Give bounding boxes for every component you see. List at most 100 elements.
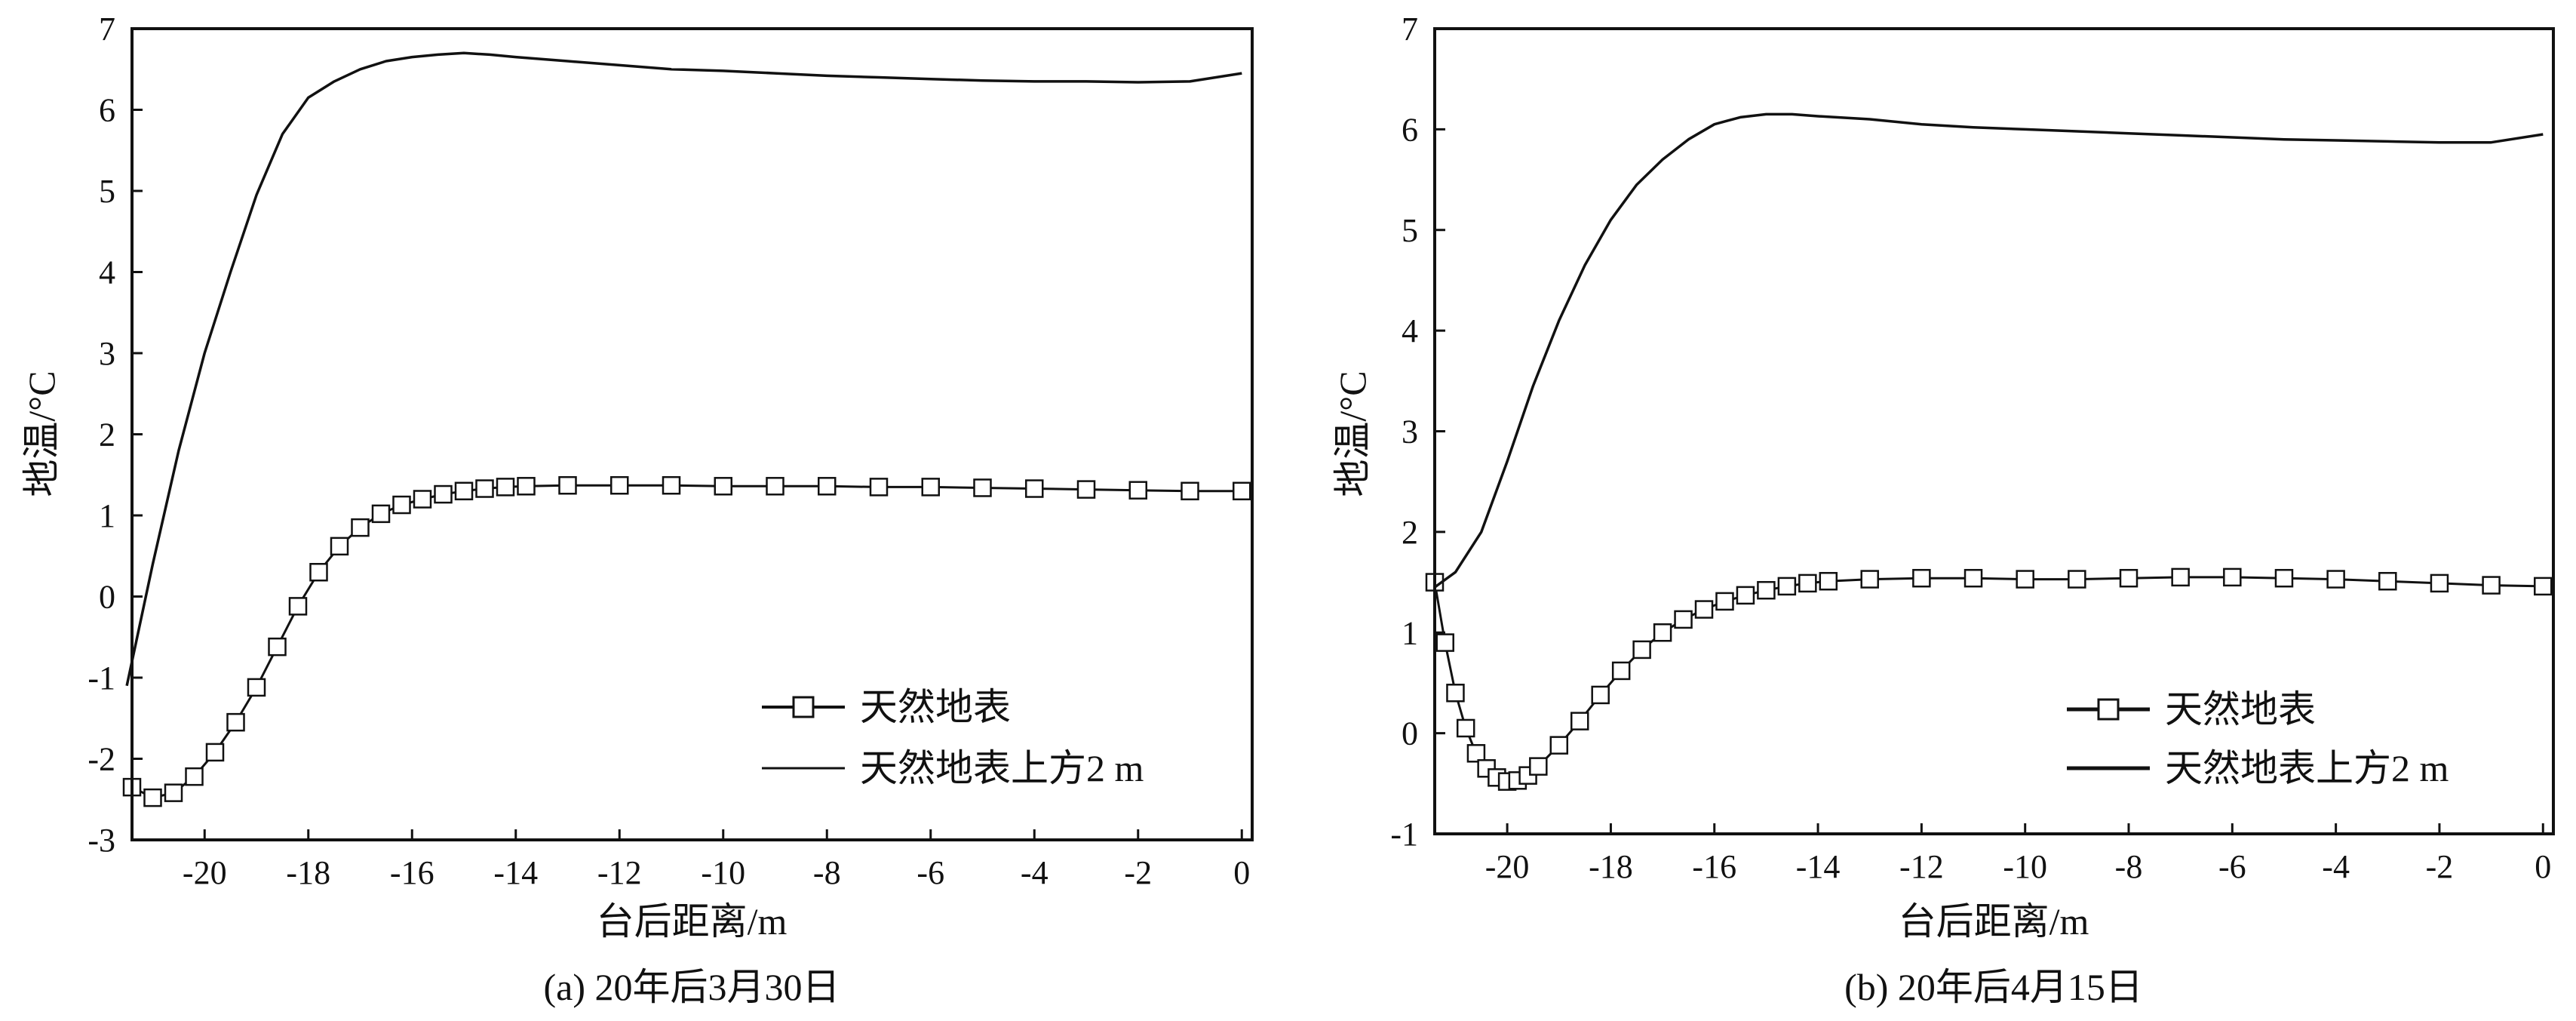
chart-b-y-axis-label: 地温/°C xyxy=(1331,371,1374,497)
chart-a-legend-marker-1 xyxy=(792,696,815,718)
chart-b-series-1-point xyxy=(1456,718,1475,738)
chart-a-series-1-point xyxy=(268,637,287,657)
chart-a: -20 -18 -16 -14 -12 -10 -8 -6 -4 -2 0 -3… xyxy=(20,11,1254,1008)
chart-b-series-1-point xyxy=(1798,574,1817,593)
chart-a-series-1-point xyxy=(973,478,992,497)
chart-a-legend: 天然地表 天然地表上方2 m xyxy=(762,686,1144,789)
chart-a-series-2-path xyxy=(125,51,1242,687)
chart-b-series-1-point xyxy=(2171,567,2190,587)
chart-b-ytick-label: 5 xyxy=(1402,212,1418,249)
chart-a-series-1-markers xyxy=(122,475,1251,807)
chart-b-xtick-label: -10 xyxy=(2003,848,2047,885)
chart-a-xtick-label: -16 xyxy=(390,854,434,891)
chart-a-series-1-point xyxy=(309,563,328,582)
chart-a-series-1-point xyxy=(434,484,453,504)
chart-b-series-1-point xyxy=(1632,640,1651,660)
chart-a-series-1-line xyxy=(131,484,1242,799)
chart-b-series-1-point xyxy=(1860,570,1879,589)
chart-b-legend-label-2: 天然地表上方2 m xyxy=(2165,747,2449,789)
chart-a-xtick-label: -12 xyxy=(597,854,642,891)
chart-b-series-1-point xyxy=(1446,684,1465,703)
chart-a-ytick-label: 3 xyxy=(99,335,115,372)
chart-a-x-ticks xyxy=(203,829,1243,840)
chart-a-series-1-point xyxy=(558,475,577,495)
chart-a-ytick-label: -3 xyxy=(88,822,115,859)
chart-b-series-1-point xyxy=(2223,567,2242,587)
chart-a-series-1-point xyxy=(226,712,245,732)
chart-a-xtick-label: 0 xyxy=(1233,854,1250,891)
chart-b-series-1-point xyxy=(1549,736,1569,755)
chart-a-xtick-label: -4 xyxy=(1021,854,1049,891)
chart-a-series-1-path xyxy=(131,484,1242,799)
chart-b-series-1-point xyxy=(1591,685,1610,705)
chart-b-series-1-point xyxy=(2068,570,2086,589)
chart-b-ytick-label: 0 xyxy=(1402,715,1418,752)
chart-b-ytick-label: 2 xyxy=(1402,514,1418,551)
chart-a-ytick-label: 1 xyxy=(99,497,115,534)
chart-b-series-1-point xyxy=(1466,744,1486,763)
chart-b-series-1-point xyxy=(1570,712,1589,730)
chart-b-series-1-point xyxy=(2534,577,2553,596)
chart-b-series-1-point xyxy=(1777,577,1797,596)
chart-a-series-1-point xyxy=(392,495,411,515)
chart-b-ytick-label: 4 xyxy=(1402,312,1418,349)
chart-b-xtick-label: -12 xyxy=(1899,848,1944,885)
chart-b-y-ticks xyxy=(1435,27,1445,835)
chart-b-series-1-markers xyxy=(1425,567,2553,791)
chart-a-ytick-label: 7 xyxy=(99,11,115,48)
chart-a-ytick-label: 5 xyxy=(99,173,115,210)
chart-b-plot-frame xyxy=(1433,27,2555,835)
chart-a-series-1-point xyxy=(413,490,432,509)
chart-a-legend-label-2: 天然地表上方2 m xyxy=(860,747,1144,789)
chart-a-series-1-point xyxy=(1181,481,1199,500)
chart-b-series-1-point xyxy=(1653,623,1672,642)
chart-a-y-axis-label: 地温/°C xyxy=(20,371,63,497)
chart-a-series-1-point xyxy=(496,478,515,497)
chart-b-series-1-point xyxy=(1757,580,1776,600)
chart-b-xtick-label: 0 xyxy=(2535,848,2551,885)
chart-a-series-1-point xyxy=(610,475,629,495)
chart-b-series-1-point xyxy=(1715,592,1734,611)
chart-b-x-axis-label: 台后距离/m xyxy=(1899,900,2089,943)
chart-b-xtick-label: -18 xyxy=(1589,848,1633,885)
chart-b-series-1-point xyxy=(1674,610,1693,629)
chart-a-series-2-line xyxy=(125,51,1242,687)
chart-a-series-1-point xyxy=(714,477,732,496)
chart-b-series-1-point xyxy=(1529,757,1548,776)
chart-b-series-1-point xyxy=(1611,661,1631,681)
chart-b-x-ticks xyxy=(1506,823,2544,834)
chart-a-series-1-point xyxy=(164,783,183,802)
chart-b-legend: 天然地表 天然地表上方2 m xyxy=(2067,688,2449,789)
chart-a-xtick-label: -20 xyxy=(183,854,227,891)
chart-a-series-1-point xyxy=(454,481,474,500)
chart-b-legend-label-1: 天然地表 xyxy=(2165,688,2316,730)
chart-a-y-ticks xyxy=(132,27,143,841)
chart-a-xtick-label: -6 xyxy=(916,854,944,891)
chart-a-caption: (a) 20年后3月30日 xyxy=(544,966,840,1008)
chart-a-ytick-label: 2 xyxy=(99,417,115,454)
chart-b-xtick-label: -6 xyxy=(2218,848,2246,885)
chart-a-series-1-point xyxy=(185,767,204,786)
chart-b-series-1-point xyxy=(1912,568,1931,588)
chart-a-series-1-point xyxy=(351,518,370,537)
chart-b-xtick-label: -14 xyxy=(1796,848,1841,885)
chart-b-series-1-point xyxy=(2119,568,2138,588)
chart-a-series-1-point xyxy=(330,537,349,556)
chart-b-series-1-point xyxy=(1435,633,1454,652)
chart-b-ytick-label: 3 xyxy=(1402,414,1418,451)
chart-b-series-2-line xyxy=(1433,112,2544,589)
chart-a-series-1-point xyxy=(288,597,308,616)
chart-a-series-1-point xyxy=(475,479,494,498)
chart-a-xtick-label: -8 xyxy=(813,854,841,891)
chart-b-xtick-label: -2 xyxy=(2426,848,2454,885)
chart-a-xtick-label: -14 xyxy=(493,854,538,891)
chart-b-series-1-point xyxy=(2378,571,2397,591)
chart-a-series-1-point xyxy=(1076,480,1096,499)
chart-a-legend-label-1: 天然地表 xyxy=(860,686,1011,728)
chart-b-series-1-point xyxy=(2274,568,2294,588)
chart-b-ytick-label: 1 xyxy=(1402,614,1418,651)
chart-b: -20 -18 -16 -14 -12 -10 -8 -6 -4 -2 0 -1… xyxy=(1331,11,2555,1008)
chart-a-series-1-point xyxy=(818,477,837,496)
chart-b-xtick-label: -4 xyxy=(2322,848,2350,885)
